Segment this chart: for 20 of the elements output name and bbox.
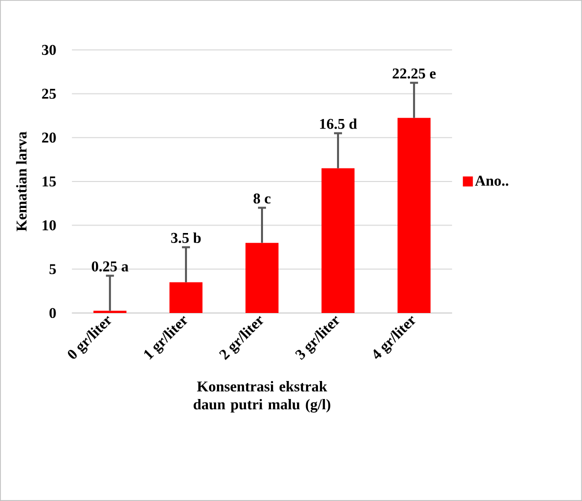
data-label: 16.5 d xyxy=(320,118,357,130)
y-tick-label: 5 xyxy=(50,264,56,274)
y-axis-title: Kematian larva xyxy=(16,132,27,232)
bar xyxy=(169,282,202,314)
y-tick-label: 15 xyxy=(42,176,56,186)
data-label: 3.5 b xyxy=(171,232,201,244)
y-tick-label: 30 xyxy=(42,44,56,55)
y-tick-label: 25 xyxy=(42,88,56,99)
y-tick-label: 10 xyxy=(42,220,56,230)
data-label: 8 c xyxy=(254,193,271,204)
bar xyxy=(245,242,279,314)
bar xyxy=(93,310,126,314)
y-tick-label: 20 xyxy=(42,132,56,143)
legend-label: Ano.. xyxy=(474,176,508,186)
y-tick-label: 0 xyxy=(49,308,56,318)
x-axis-title: Konsentrasi ekstrak daun putri malu (g/l) xyxy=(194,381,330,413)
data-label: 22.25 e xyxy=(392,68,436,79)
data-label: 0.25 a xyxy=(92,261,128,272)
bar xyxy=(398,118,431,314)
bar xyxy=(322,168,355,314)
